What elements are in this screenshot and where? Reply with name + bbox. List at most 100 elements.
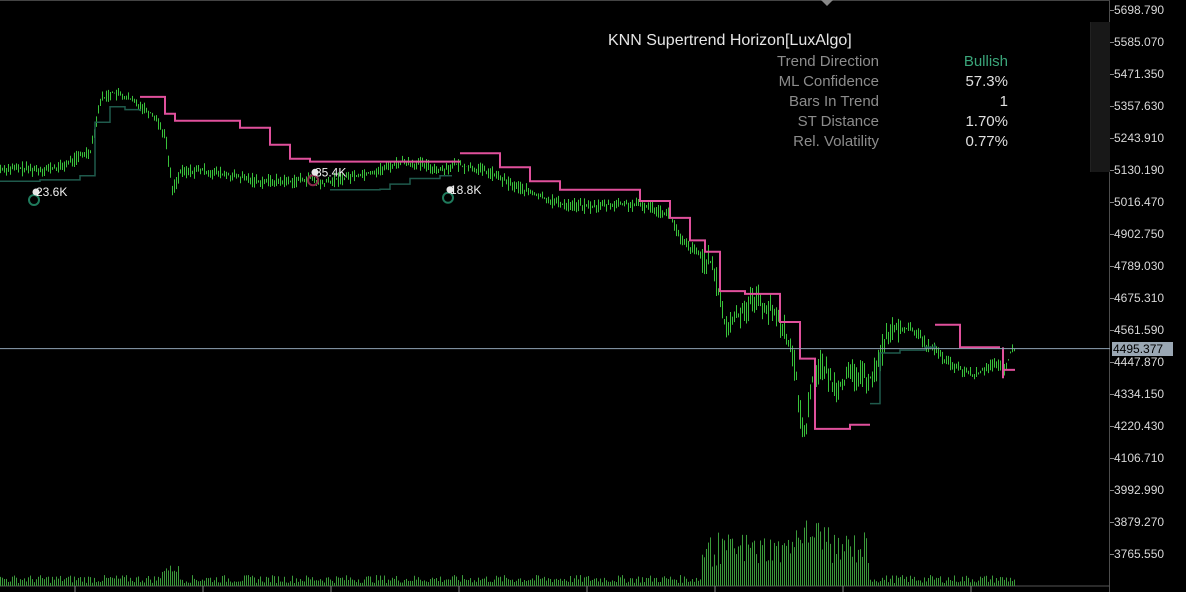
- volume-bar: [838, 537, 839, 586]
- volume-bar: [378, 580, 379, 586]
- volume-bar: [250, 577, 251, 586]
- volume-bar: [514, 582, 515, 586]
- price-chart[interactable]: 23.6K 35.4K 18.8K: [0, 0, 1110, 592]
- volume-bar: [668, 579, 669, 586]
- volume-bar: [442, 581, 443, 586]
- volume-bar: [516, 580, 517, 586]
- volume-bar: [642, 577, 643, 586]
- volume-bar: [942, 582, 943, 586]
- chart-scrollbox[interactable]: [1090, 22, 1110, 172]
- volume-bar: [198, 581, 199, 586]
- volume-bar: [448, 579, 449, 586]
- volume-bar: [772, 560, 773, 586]
- volume-bar: [126, 575, 127, 586]
- volume-bar: [400, 582, 401, 586]
- price-tick-label: 4220.430: [1114, 419, 1165, 433]
- volume-bar: [484, 578, 485, 586]
- volume-bar: [410, 580, 411, 586]
- volume-bar: [812, 536, 813, 586]
- volume-bar: [28, 577, 29, 586]
- volume-bar: [500, 576, 501, 586]
- volume-bar: [902, 575, 903, 586]
- volume-bar: [62, 581, 63, 586]
- volume-bar: [726, 550, 727, 586]
- volume-bar: [752, 542, 753, 586]
- signal-ring-icon: [442, 191, 454, 204]
- volume-bar: [494, 579, 495, 586]
- volume-bar: [392, 577, 393, 586]
- volume-bar: [956, 581, 957, 586]
- volume-bar: [986, 575, 987, 586]
- volume-bar: [672, 579, 673, 586]
- volume-bar: [480, 580, 481, 586]
- volume-bar: [722, 538, 723, 586]
- volume-bar: [88, 576, 89, 586]
- volume-bar: [412, 580, 413, 586]
- volume-bar: [540, 578, 541, 586]
- volume-bar: [1010, 577, 1011, 586]
- price-tick-label: 4561.590: [1114, 323, 1165, 337]
- volume-bar: [762, 545, 763, 586]
- volume-bar: [72, 582, 73, 586]
- price-axis[interactable]: 5698.790 5585.070 5471.350 5357.630 5243.910…: [1110, 0, 1186, 592]
- volume-bar: [264, 582, 265, 586]
- supertrend-bull-segment: [0, 105, 141, 183]
- chart-area[interactable]: 23.6K 35.4K 18.8K KNN Supertrend Horizon[L…: [0, 0, 1110, 592]
- price-tick-mark: [1110, 202, 1114, 203]
- price-tick-label: 3879.270: [1114, 515, 1165, 529]
- volume-bar: [610, 581, 611, 586]
- volume-bar: [698, 580, 699, 586]
- volume-bar: [922, 582, 923, 586]
- volume-bar: [438, 581, 439, 586]
- volume-bar: [602, 582, 603, 586]
- volume-bar: [458, 580, 459, 586]
- volume-bar: [68, 576, 69, 586]
- volume-bar: [398, 580, 399, 586]
- volume-bar: [206, 577, 207, 586]
- volume-bar: [952, 580, 953, 586]
- volume-bar: [692, 579, 693, 586]
- volume-bar: [430, 579, 431, 586]
- volume-bar: [292, 575, 293, 586]
- volume-bar: [618, 575, 619, 586]
- volume-bar: [586, 576, 587, 586]
- volume-bar: [102, 580, 103, 586]
- volume-bar: [350, 577, 351, 586]
- volume-bar: [936, 577, 937, 586]
- volume-bar: [596, 578, 597, 586]
- volume-bar: [454, 575, 455, 586]
- volume-bar: [92, 582, 93, 586]
- volume-bar: [968, 577, 969, 586]
- volume-bar: [904, 578, 905, 586]
- scroll-caret-icon[interactable]: [821, 0, 833, 6]
- signal-ring-icon: [307, 174, 319, 187]
- volume-bar: [542, 578, 543, 586]
- volume-bar: [790, 553, 791, 586]
- volume-bar: [360, 582, 361, 586]
- volume-bar: [504, 575, 505, 586]
- volume-bar: [118, 578, 119, 586]
- volume-bar: [270, 582, 271, 586]
- volume-bar: [432, 577, 433, 586]
- volume-bar: [664, 576, 665, 586]
- volume-bar: [946, 580, 947, 586]
- volume-bar: [856, 562, 857, 586]
- volume-bar: [324, 582, 325, 586]
- volume-bar: [792, 541, 793, 586]
- volume-bar: [42, 578, 43, 586]
- volume-bar: [418, 577, 419, 586]
- volume-bar: [908, 581, 909, 586]
- price-tick-label: 4902.750: [1114, 227, 1165, 241]
- volume-bar: [254, 577, 255, 586]
- volume-bar: [564, 579, 565, 586]
- volume-bar: [588, 576, 589, 586]
- volume-bar: [232, 582, 233, 586]
- price-tick-mark: [1110, 106, 1114, 107]
- volume-bar: [196, 580, 197, 586]
- volume-bar: [46, 577, 47, 586]
- volume-bar: [824, 527, 825, 586]
- volume-bar: [296, 578, 297, 586]
- row-label-st-distance: ST Distance: [797, 113, 879, 130]
- volume-bar: [644, 582, 645, 586]
- volume-bar: [706, 548, 707, 586]
